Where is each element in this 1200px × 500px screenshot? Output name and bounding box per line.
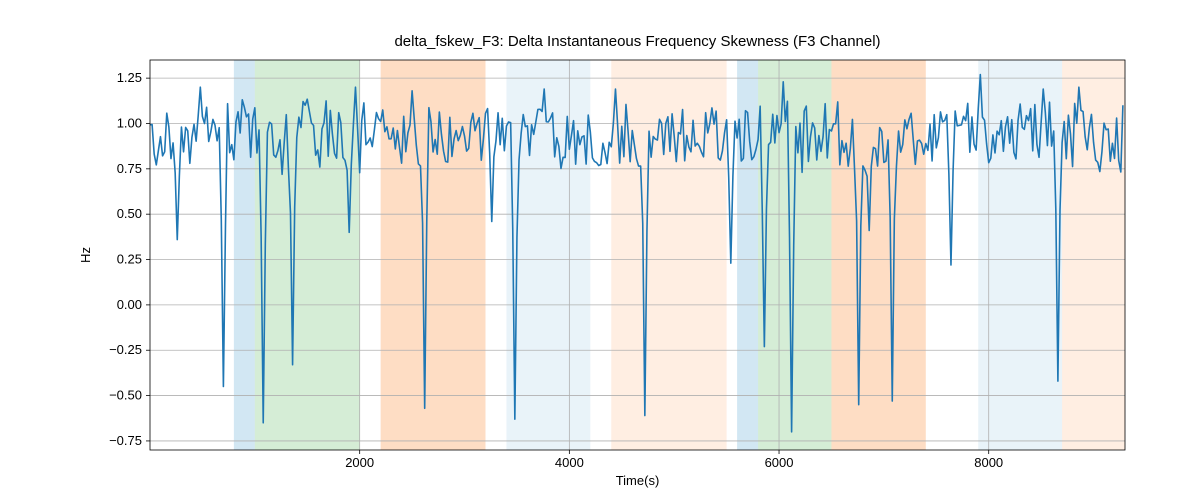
chart-title: delta_fskew_F3: Delta Instantaneous Freq…	[394, 33, 880, 50]
shaded-band	[758, 60, 831, 450]
ytick-label: 0.75	[117, 161, 142, 176]
xtick-label: 2000	[345, 455, 374, 470]
timeseries-chart: 2000 4000 6000 8000 −0.75 −0.50 −0.25 0.00 0.25 0…	[0, 0, 1200, 500]
ytick-label: −0.25	[109, 342, 142, 357]
ytick-label: −0.75	[109, 433, 142, 448]
xtick-label: 8000	[974, 455, 1003, 470]
shaded-band	[1062, 60, 1125, 450]
y-axis-label: Hz	[78, 247, 93, 263]
xtick-label: 6000	[765, 455, 794, 470]
ytick-label: 1.25	[117, 70, 142, 85]
ytick-label: 0.25	[117, 252, 142, 267]
ytick-label: 0.00	[117, 297, 142, 312]
chart-container: 2000 4000 6000 8000 −0.75 −0.50 −0.25 0.00 0.25 0…	[0, 0, 1200, 500]
ytick-label: −0.50	[109, 388, 142, 403]
x-axis-label: Time(s)	[616, 473, 660, 488]
ytick-label: 1.00	[117, 115, 142, 130]
shaded-band	[255, 60, 360, 450]
shaded-band	[506, 60, 590, 450]
ytick-label: 0.50	[117, 206, 142, 221]
xtick-label: 4000	[555, 455, 584, 470]
shaded-band	[611, 60, 726, 450]
shaded-band	[381, 60, 486, 450]
